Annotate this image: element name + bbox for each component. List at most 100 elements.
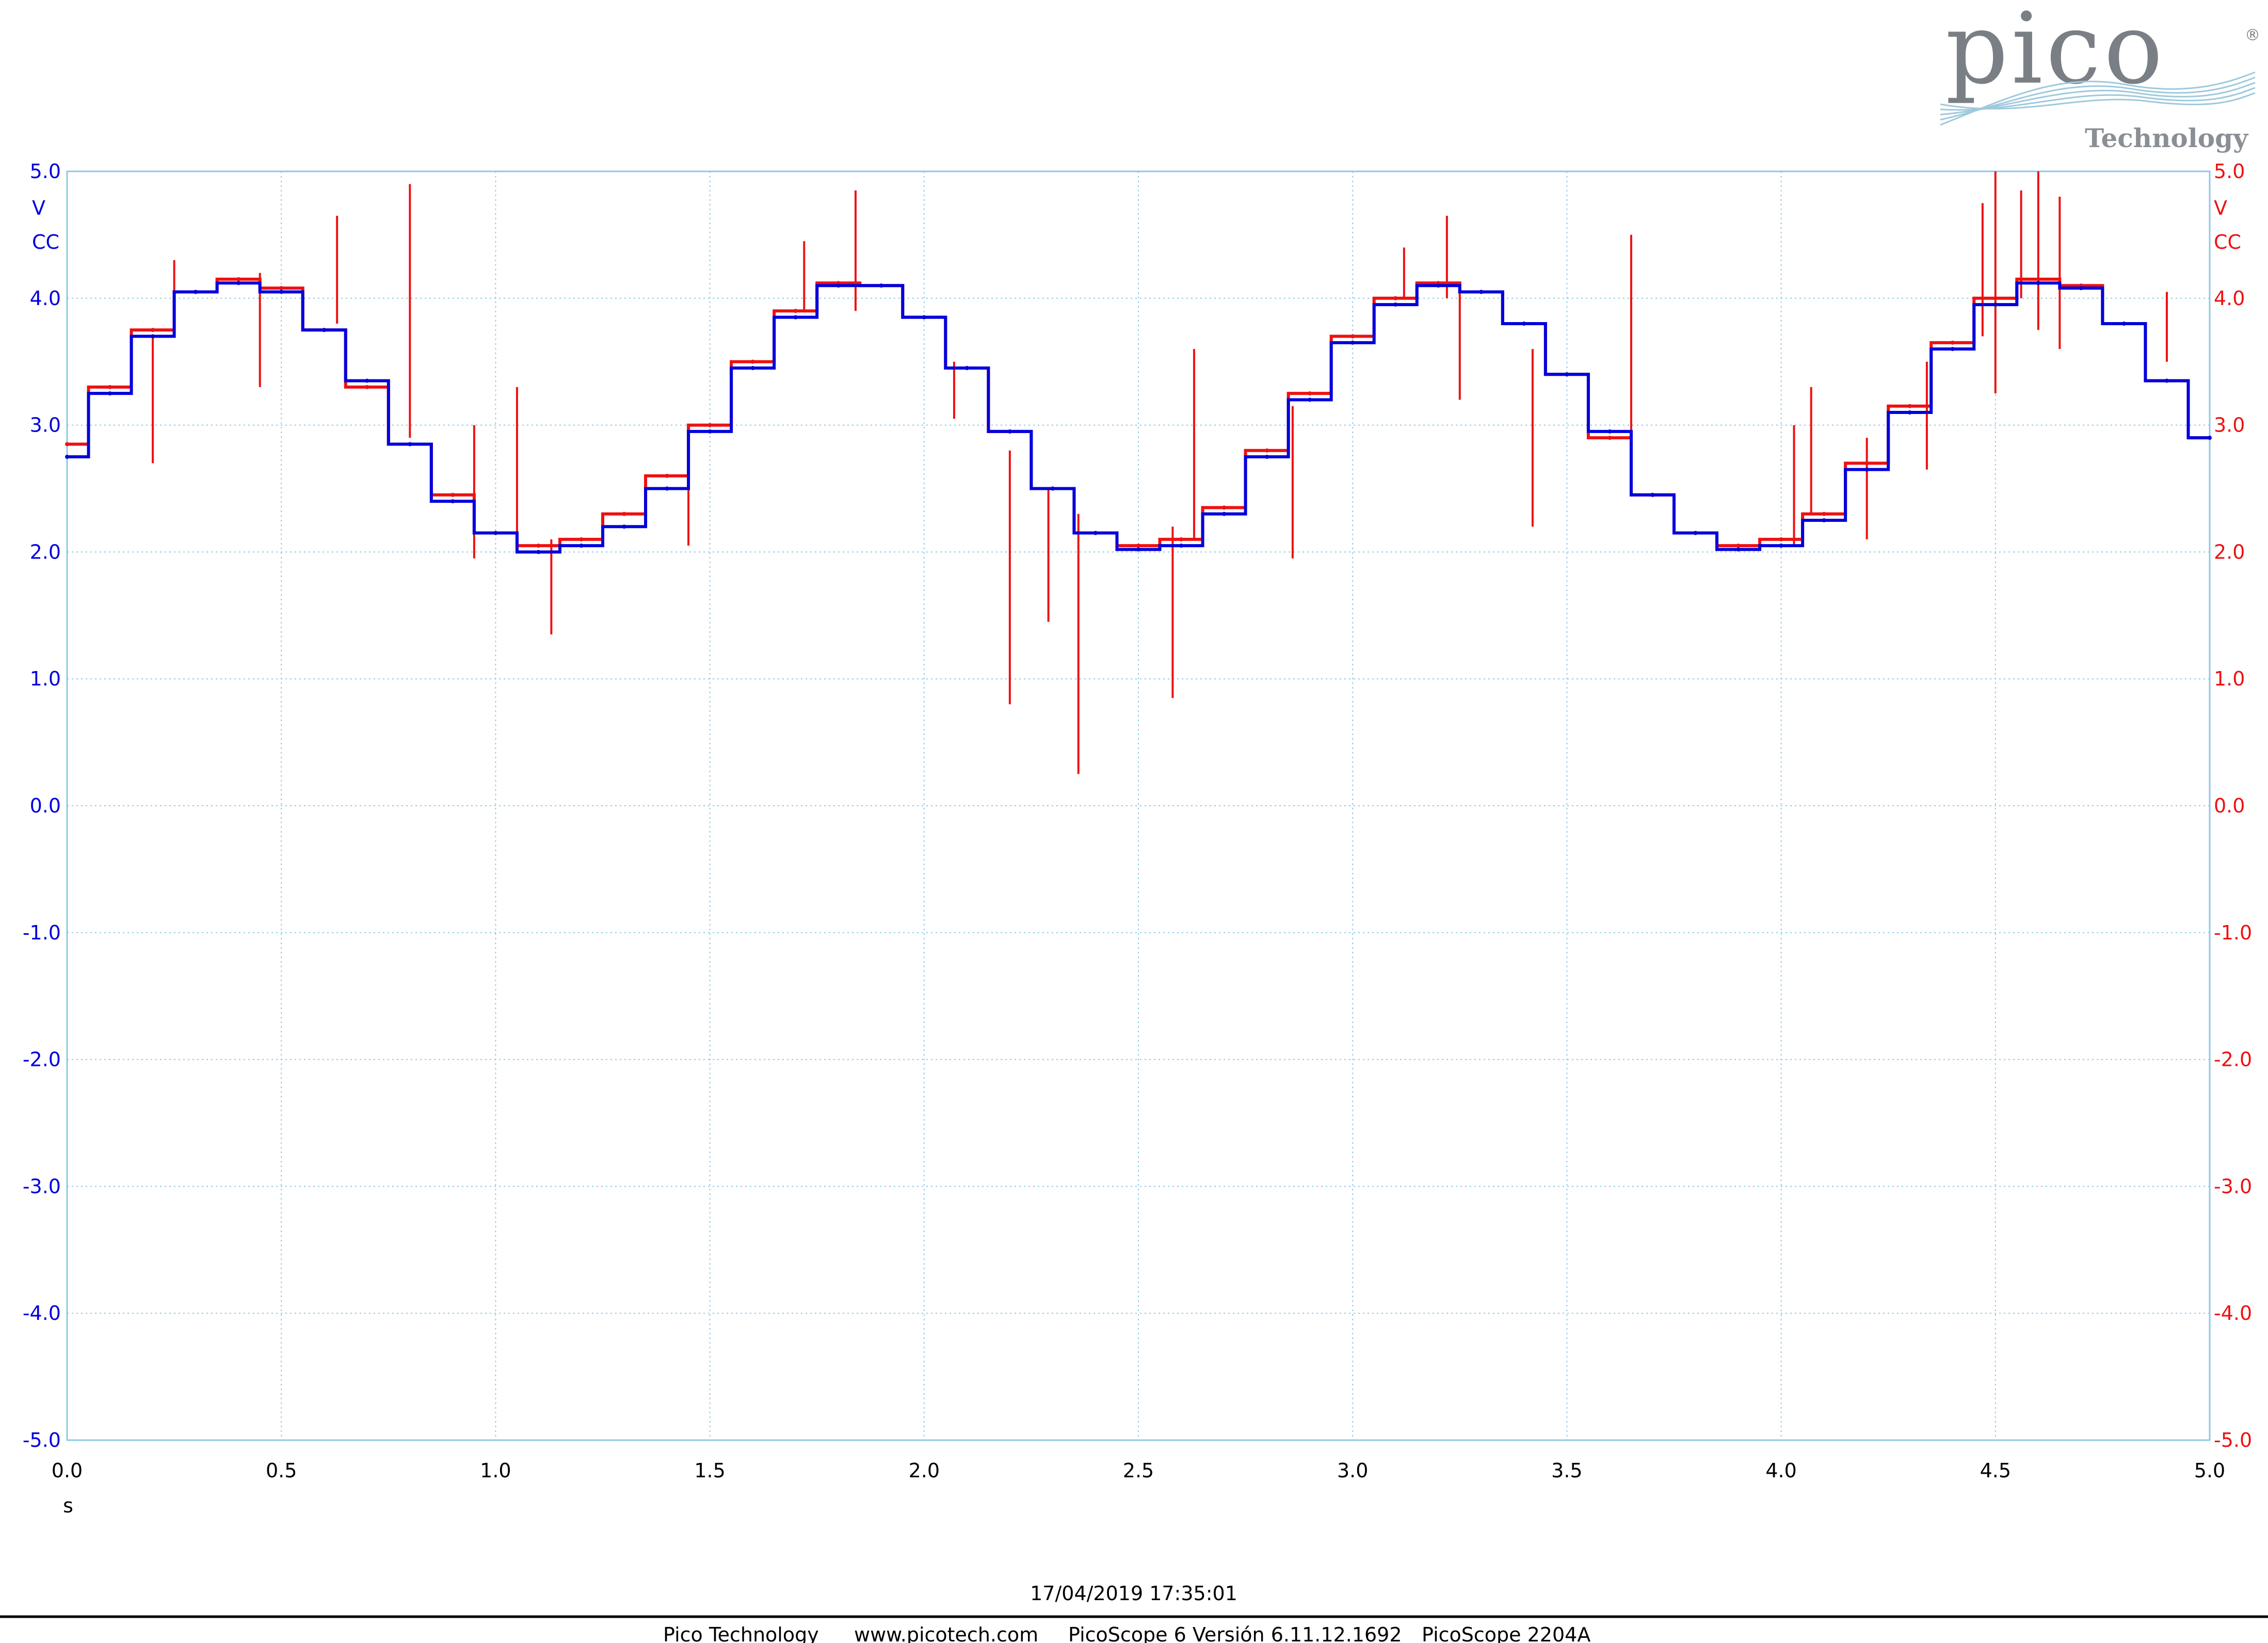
x-tick-label: 5.0 (2194, 1459, 2225, 1482)
data-point (793, 309, 798, 313)
y-tick-label-left: 4.0 (30, 287, 61, 310)
data-point (236, 277, 241, 281)
footer-website: www.picotech.com (854, 1623, 1038, 1643)
y-tick-label-right: 0.0 (2214, 794, 2245, 817)
data-point (1308, 397, 1312, 402)
data-point (1222, 505, 1227, 510)
x-tick-label: 2.5 (1123, 1459, 1154, 1482)
data-point (1093, 531, 1098, 535)
x-tick-label: 4.5 (1980, 1459, 2011, 1482)
y-tick-label-right: -2.0 (2214, 1048, 2252, 1071)
y-tick-label-right: 2.0 (2214, 540, 2245, 563)
data-point (1350, 334, 1355, 339)
data-point (579, 544, 584, 548)
x-axis-unit: s (63, 1494, 73, 1517)
data-point (151, 334, 155, 339)
y-tick-label-left: -4.0 (23, 1302, 61, 1325)
data-point (922, 315, 926, 320)
series-line (67, 281, 2210, 554)
x-tick-label: 0.0 (52, 1459, 83, 1482)
y-tick-label-right: -3.0 (2214, 1175, 2252, 1198)
data-point (1736, 547, 1741, 552)
data-point (2036, 281, 2040, 285)
right-axis-unit: V (2214, 197, 2227, 219)
data-point (1993, 302, 1998, 307)
left-axis-ticks: 5.0 4.0 3.0 2.0 1.0 0.0 -1.0 -2.0 -3.0 -4.0 -5.0 (23, 160, 61, 1451)
data-point (1822, 518, 1826, 522)
left-axis-unit: V (32, 197, 45, 219)
data-point (1350, 340, 1355, 345)
y-tick-label-right: 3.0 (2214, 414, 2245, 437)
data-point (2079, 286, 2083, 291)
footer-company: Pico Technology (663, 1623, 819, 1643)
data-point (194, 290, 198, 294)
y-tick-label-left: -5.0 (23, 1429, 61, 1451)
data-point (1907, 410, 1912, 415)
data-point (151, 328, 155, 332)
data-point (1607, 436, 1612, 440)
plot-frame (66, 170, 2211, 1441)
y-tick-label-right: -5.0 (2214, 1429, 2252, 1451)
data-point (1736, 544, 1741, 548)
data-point (108, 391, 112, 396)
data-point (1693, 531, 1698, 535)
x-tick-label: 1.0 (480, 1459, 511, 1482)
data-point (665, 486, 669, 491)
data-point (1779, 544, 1783, 548)
data-point (1136, 547, 1140, 552)
data-point (1136, 544, 1140, 548)
logo-subtitle: Technology (2085, 123, 2249, 153)
data-point (1864, 467, 1869, 472)
data-point (622, 512, 626, 516)
data-point (1907, 404, 1912, 408)
data-point (1007, 429, 1012, 434)
x-tick-label: 3.5 (1551, 1459, 1582, 1482)
data-point (665, 473, 669, 478)
y-tick-label-left: 1.0 (30, 667, 61, 690)
x-tick-label: 3.0 (1337, 1459, 1368, 1482)
data-point (1436, 283, 1441, 288)
data-point (108, 385, 112, 389)
data-point (1393, 296, 1398, 300)
y-tick-label-left: 3.0 (30, 414, 61, 437)
data-point (964, 365, 969, 370)
data-point (65, 442, 69, 446)
traces (65, 171, 2212, 774)
x-tick-label: 2.0 (909, 1459, 940, 1482)
pico-logo: pico ® Technology (1940, 0, 2260, 153)
timestamp: 17/04/2019 17:35:01 (1030, 1582, 1237, 1605)
data-point (836, 283, 841, 288)
data-point (793, 315, 798, 320)
data-point (1265, 455, 1269, 459)
data-point (365, 378, 369, 383)
data-point (707, 429, 712, 434)
data-point (2164, 378, 2169, 383)
data-point (1308, 391, 1312, 396)
data-point (1522, 321, 1526, 326)
y-tick-label-left: 2.0 (30, 540, 61, 563)
data-point (1950, 347, 1955, 352)
y-tick-label-right: 4.0 (2214, 287, 2245, 310)
y-tick-label-right: 5.0 (2214, 160, 2245, 183)
data-point (536, 550, 541, 554)
y-tick-label-right: -4.0 (2214, 1302, 2252, 1325)
data-point (1479, 290, 1484, 294)
y-tick-label-left: -1.0 (23, 921, 61, 944)
data-point (279, 290, 284, 294)
grid (67, 171, 2210, 1441)
data-point (1179, 537, 1184, 541)
data-point (2208, 436, 2212, 440)
data-point (1565, 372, 1569, 377)
data-point (1222, 512, 1227, 516)
data-point (707, 423, 712, 427)
data-point (451, 499, 455, 504)
data-point (1179, 544, 1184, 548)
data-point (322, 328, 327, 332)
data-point (451, 492, 455, 497)
data-point (750, 359, 755, 364)
data-point (65, 455, 69, 459)
data-point (1950, 340, 1955, 345)
y-tick-label-left: 5.0 (30, 160, 61, 183)
data-point (1779, 537, 1783, 541)
